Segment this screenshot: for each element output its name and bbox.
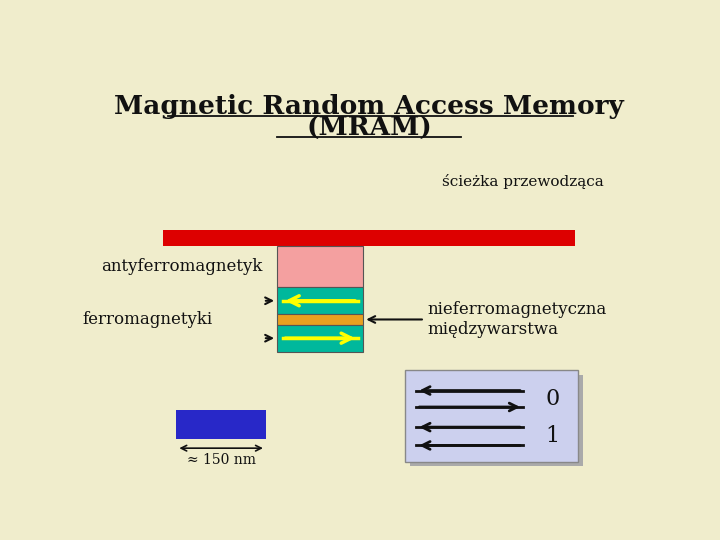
Text: antyferromagnetyk: antyferromagnetyk bbox=[102, 258, 263, 275]
Bar bbox=[277, 246, 364, 287]
Text: Magnetic Random Access Memory: Magnetic Random Access Memory bbox=[114, 94, 624, 119]
Bar bbox=[277, 325, 364, 352]
Bar bbox=[405, 370, 578, 462]
Text: nieferromagnetyczna
międzywarstwa: nieferromagnetyczna międzywarstwa bbox=[428, 301, 607, 338]
Text: 0: 0 bbox=[545, 388, 559, 410]
Bar bbox=[277, 314, 364, 325]
Text: (MRAM): (MRAM) bbox=[306, 116, 432, 140]
Text: ≈ 150 nm: ≈ 150 nm bbox=[186, 453, 256, 467]
Text: ferromagnetyki: ferromagnetyki bbox=[83, 311, 213, 328]
Text: 1: 1 bbox=[545, 426, 559, 447]
Text: ścieżka przewodząca: ścieżka przewodząca bbox=[441, 174, 603, 188]
Bar bbox=[277, 287, 364, 314]
Bar bbox=[410, 375, 582, 466]
Bar bbox=[176, 410, 266, 439]
Bar bbox=[163, 230, 575, 246]
